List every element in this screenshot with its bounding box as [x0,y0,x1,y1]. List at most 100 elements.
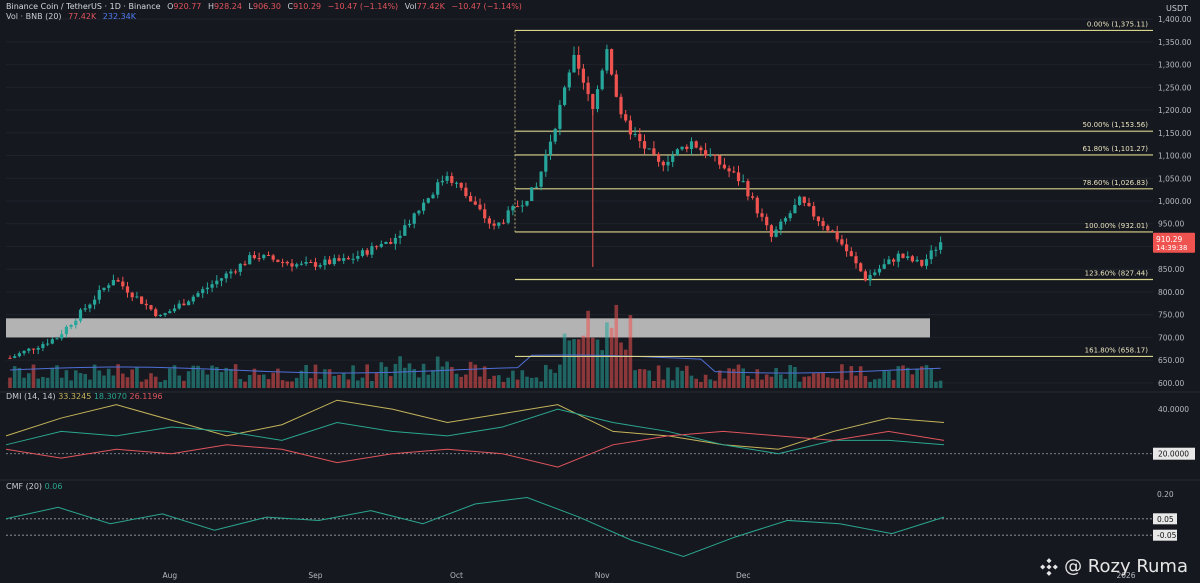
candle-body [920,259,924,266]
candle-body [628,120,632,135]
volume-bar [732,368,736,388]
volume-bar [153,376,158,388]
candle-body [581,68,585,83]
candle-body [572,54,576,73]
volume-bar [304,364,308,388]
close-label: C [287,2,294,11]
candle-body [675,149,679,156]
volume-bar [158,381,163,388]
volume-bar [755,369,760,388]
volume-bar [708,379,713,388]
price-badge-countdown: 14:39:38 [1156,244,1187,252]
candle-body [591,94,595,110]
candle-body [708,154,712,156]
dmi-legend[interactable]: DMI (14, 14) 33.3245 18.3070 26.1196 [6,392,163,401]
candle-body [586,82,590,95]
candle-body [689,141,694,150]
symbol-title[interactable]: Binance Coin / TetherUS · 1D · Binance [6,2,161,11]
candle-body [779,221,783,230]
dmi-tick-label: 40.0000 [1158,405,1189,414]
candle-body [116,280,120,282]
candle-body [755,197,759,214]
volume-bar [262,374,266,388]
volume-bar [619,342,623,388]
volume-bar [802,376,807,388]
candle-body [46,343,50,345]
candle-body [168,311,172,314]
volume-bar [177,375,181,388]
candle-body [445,176,449,181]
candle-body [332,258,336,265]
candle-body [530,187,534,201]
volume-bar [760,379,764,388]
price-tick-label: 650.00 [1158,356,1184,365]
candle-body [440,180,444,183]
cmf-label: CMF (20) [6,482,43,491]
volume-bar [41,376,45,388]
fib-label: 78.60% (1,026.83) [1082,179,1148,187]
volume-bar [243,381,247,388]
candle-body [464,187,468,196]
candle-body [713,154,717,156]
dmi-series-2 [5,430,945,468]
volume-bar [609,327,614,388]
candle-body [248,255,252,265]
candle-body [558,104,562,129]
candle-body [624,114,628,121]
volume-bar [581,335,586,388]
volume-bar [675,367,680,388]
price-tick-label: 600.00 [1158,379,1184,388]
candle-body [802,196,806,203]
candle-body [605,49,609,71]
volume-bar [285,381,290,388]
vol-value: 77.42K [416,2,445,11]
dmi-tick-label: 20.0000 [1158,450,1189,459]
candle-body [798,196,802,205]
candle-body [892,259,896,262]
price-tick-label: 700.00 [1158,333,1184,342]
volume-bar [515,379,520,388]
volume-bar [938,380,943,388]
candle-body [877,268,882,273]
price-tick-label: 850.00 [1158,265,1184,274]
candle-body [774,229,778,237]
candle-body [328,259,332,265]
candle-body [172,308,177,312]
volume-bar [905,367,910,388]
volume-bar [388,376,393,388]
volume-bar [576,339,581,388]
candle-body [896,253,900,262]
volume-bar [468,361,473,388]
candle-body [417,210,421,214]
cmf-ref-badge [1153,513,1177,525]
volume-bar [97,370,102,388]
volume-bar [910,374,915,388]
candle-body [50,339,54,344]
fib-label: 123.60% (827.44) [1085,269,1149,277]
candle-body [901,253,905,258]
candle-body [252,255,256,259]
candle-body [130,292,134,298]
candle-body [271,255,275,260]
candle-body [469,195,473,202]
candle-body [746,181,750,197]
volume-bar [520,370,525,388]
volume-bar [548,369,553,388]
volume-value-1: 77.42K [68,12,97,21]
price-tick-label: 1,150.00 [1158,129,1192,138]
cmf-legend[interactable]: CMF (20) 0.06 [6,482,62,491]
volume-indicator-label[interactable]: Vol · BNB (20) [6,12,62,21]
volume-bar [22,377,26,388]
watermark: @ Rozy Ruma [1040,556,1188,577]
volume-bar [403,367,407,388]
candles[interactable] [8,44,943,359]
volume-bar [816,373,821,388]
candle-body [337,258,341,261]
price-tick-label: 1,200.00 [1158,106,1192,115]
price-badge-bg [1153,232,1195,253]
candle-body [412,213,416,224]
volume-bar [459,376,463,388]
candle-body [769,225,773,237]
volume-bar [647,370,651,388]
